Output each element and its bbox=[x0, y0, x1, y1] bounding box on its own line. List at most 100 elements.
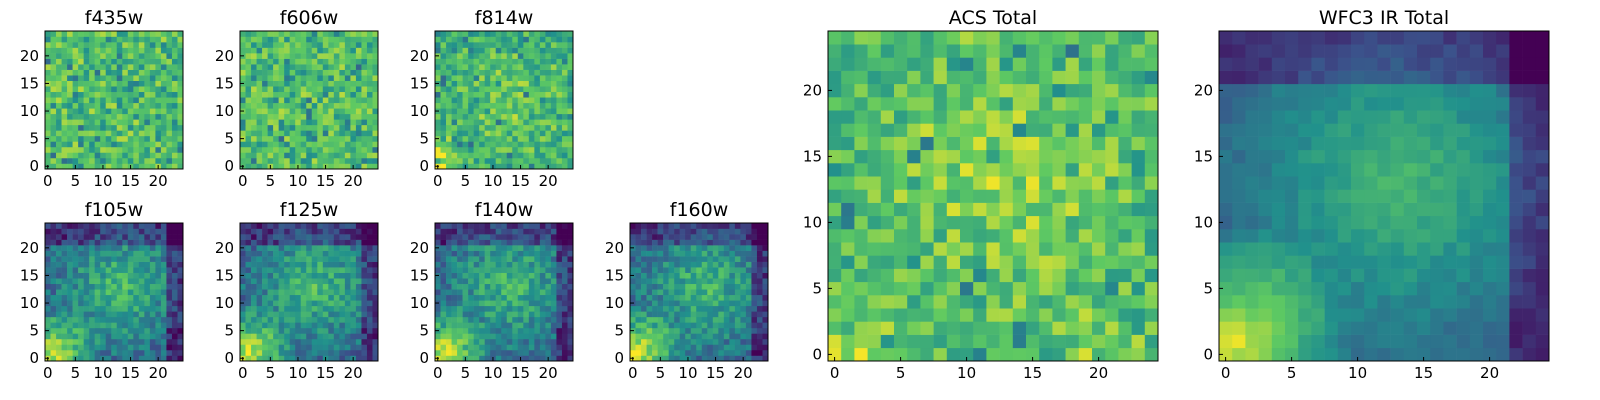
heatmap-cell bbox=[67, 300, 73, 307]
heatmap-cell bbox=[484, 64, 491, 70]
heatmap-cell bbox=[1078, 268, 1093, 283]
heatmap-cell bbox=[668, 239, 675, 246]
heatmap-cell bbox=[1092, 163, 1106, 177]
heatmap-cell bbox=[116, 146, 123, 153]
heatmap-cell bbox=[350, 86, 357, 93]
heatmap-cell bbox=[762, 250, 769, 257]
heatmap-cell bbox=[116, 108, 123, 115]
heatmap-cell bbox=[828, 215, 842, 230]
heatmap-cell bbox=[306, 239, 313, 246]
heatmap-cell bbox=[311, 113, 318, 120]
heatmap-cell bbox=[372, 157, 379, 164]
heatmap-cell bbox=[72, 75, 79, 81]
heatmap-cell bbox=[251, 64, 257, 70]
heatmap-cell bbox=[166, 278, 173, 285]
heatmap-cell bbox=[300, 69, 307, 76]
heatmap-cell bbox=[133, 267, 140, 273]
heatmap-cell bbox=[278, 278, 285, 285]
heatmap-cell bbox=[440, 305, 447, 312]
heatmap-cell bbox=[160, 300, 167, 307]
heatmap-cell bbox=[67, 278, 73, 285]
heatmap-cell bbox=[100, 130, 107, 137]
heatmap-cell bbox=[344, 135, 351, 142]
heatmap-cell bbox=[545, 234, 552, 240]
heatmap-cell bbox=[289, 349, 296, 356]
heatmap-cell bbox=[127, 333, 134, 340]
heatmap-cell bbox=[256, 130, 263, 137]
heatmap-cell bbox=[372, 53, 379, 59]
heatmap-cell bbox=[344, 69, 351, 76]
heatmap-cell bbox=[361, 234, 368, 240]
heatmap-cell bbox=[67, 130, 73, 137]
heatmap-cell bbox=[344, 163, 351, 170]
heatmap-cell bbox=[166, 311, 173, 318]
heatmap-cell bbox=[50, 31, 57, 37]
heatmap-cell bbox=[841, 136, 855, 151]
heatmap-cell bbox=[479, 64, 485, 70]
heatmap-cell bbox=[284, 141, 290, 148]
heatmap-cell bbox=[484, 97, 491, 104]
heatmap-cell bbox=[462, 272, 469, 279]
heatmap-cell bbox=[372, 86, 379, 93]
heatmap-cell bbox=[278, 36, 285, 43]
heatmap-cell bbox=[701, 305, 708, 312]
heatmap-cell bbox=[506, 316, 513, 323]
heatmap-cell bbox=[484, 289, 491, 296]
heatmap-cell bbox=[177, 272, 184, 279]
heatmap-cell bbox=[149, 47, 156, 54]
heatmap-cell bbox=[690, 278, 697, 285]
heatmap-cell bbox=[501, 294, 508, 301]
heatmap-cell bbox=[712, 267, 719, 273]
heatmap-cell bbox=[350, 36, 357, 43]
heatmap-cell bbox=[111, 97, 118, 104]
heatmap-cell bbox=[372, 234, 379, 240]
heatmap-cell bbox=[171, 113, 178, 120]
heatmap-cell bbox=[986, 334, 1000, 349]
heatmap-cell bbox=[89, 234, 95, 240]
heatmap-cell bbox=[89, 53, 95, 59]
heatmap-cell bbox=[372, 250, 379, 257]
heatmap-cell bbox=[440, 250, 447, 257]
heatmap-cell bbox=[127, 130, 134, 137]
heatmap-cell bbox=[144, 124, 151, 131]
heatmap-cell bbox=[1026, 229, 1040, 243]
heatmap-cell bbox=[262, 47, 268, 54]
heatmap-cell bbox=[166, 256, 173, 262]
heatmap-cell bbox=[462, 47, 469, 54]
heatmap-cell bbox=[317, 86, 324, 93]
heatmap-cell bbox=[473, 42, 480, 48]
heatmap-cell bbox=[94, 53, 101, 59]
heatmap-cell bbox=[322, 294, 329, 301]
heatmap-cell bbox=[240, 289, 246, 296]
heatmap-cell bbox=[306, 80, 313, 87]
heatmap-cell bbox=[355, 91, 362, 98]
heatmap-cell bbox=[561, 349, 568, 356]
heatmap-cell bbox=[127, 97, 134, 104]
heatmap-cell bbox=[94, 245, 101, 251]
heatmap-cell bbox=[251, 327, 257, 334]
heatmap-cell bbox=[350, 42, 357, 48]
heatmap-cell bbox=[83, 47, 90, 54]
heatmap-cell bbox=[289, 311, 296, 318]
heatmap-cell bbox=[278, 256, 285, 262]
heatmap-cell bbox=[828, 149, 842, 164]
heatmap-cell bbox=[745, 311, 752, 318]
heatmap-cell bbox=[149, 42, 156, 48]
heatmap-cell bbox=[479, 311, 485, 318]
heatmap-cell bbox=[495, 124, 502, 131]
heatmap-cell bbox=[149, 141, 156, 148]
heatmap-cell bbox=[556, 102, 563, 109]
heatmap-cell bbox=[94, 344, 101, 351]
heatmap-cell bbox=[723, 300, 730, 307]
heatmap-cell bbox=[657, 239, 664, 246]
heatmap-cell bbox=[67, 157, 73, 164]
heatmap-cell bbox=[495, 86, 502, 93]
heatmap-cell bbox=[311, 47, 318, 54]
heatmap-cell bbox=[328, 327, 335, 334]
heatmap-cell bbox=[89, 97, 95, 104]
heatmap-cell bbox=[116, 349, 123, 356]
heatmap-cell bbox=[273, 135, 279, 142]
y-tick-label: 10 bbox=[605, 294, 624, 312]
heatmap-cell bbox=[171, 152, 178, 159]
heatmap-cell bbox=[462, 102, 469, 109]
